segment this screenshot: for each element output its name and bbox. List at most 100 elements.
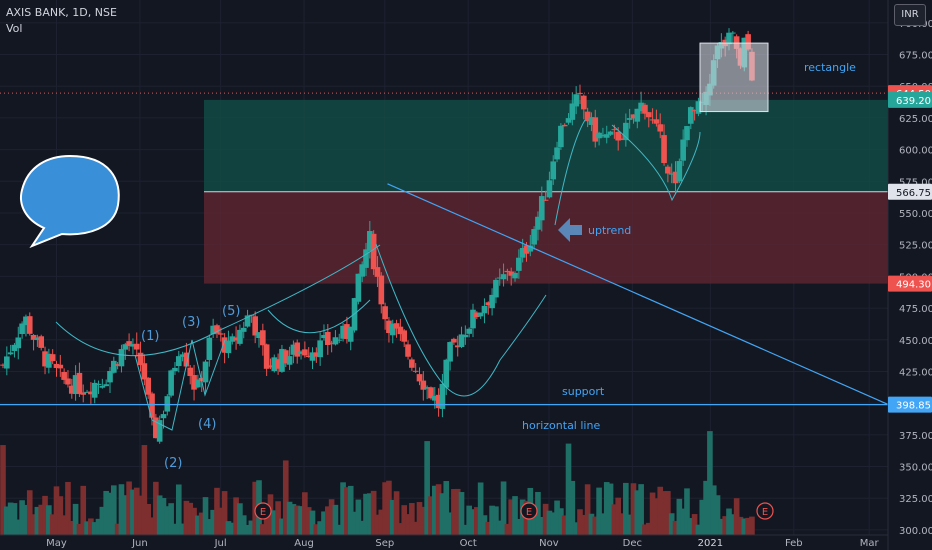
volume-bar	[718, 518, 725, 535]
volume-bar	[195, 515, 201, 535]
candle	[451, 338, 457, 343]
volume-bar	[661, 491, 667, 535]
volume-bar	[294, 505, 301, 535]
volume-bar	[382, 482, 388, 535]
volume-bar	[103, 490, 109, 535]
volume-bar	[588, 513, 595, 535]
candle	[91, 382, 98, 398]
candle	[550, 161, 557, 180]
volume-bar	[412, 521, 419, 535]
volume-bar	[470, 509, 476, 535]
candle	[615, 131, 622, 141]
price-tick: 675.00	[899, 51, 932, 62]
volume-bar	[611, 504, 618, 535]
candle	[416, 374, 423, 382]
candle	[57, 364, 64, 369]
volume-bar	[378, 509, 385, 535]
volume-bar	[191, 507, 197, 535]
volume-bar	[474, 507, 480, 535]
candle	[573, 94, 579, 107]
volume-bar	[237, 503, 243, 535]
volume-bar	[0, 445, 6, 535]
volume-bar	[741, 518, 748, 535]
volume-bar	[397, 523, 404, 535]
volume-bar	[309, 510, 316, 535]
volume-bar	[653, 498, 660, 535]
elliott-wave-path	[134, 339, 226, 431]
candle	[38, 336, 45, 348]
wave-curve	[375, 243, 547, 397]
price-tick: 350.00	[899, 463, 932, 474]
volume-bar	[424, 441, 430, 535]
price-tick: 475.00	[899, 304, 932, 315]
volume-bar	[91, 522, 98, 535]
volume-bar	[23, 504, 29, 535]
candle	[344, 324, 350, 339]
volume-bar	[282, 460, 289, 535]
candle	[370, 233, 377, 270]
volume-bar	[61, 515, 67, 535]
volume-bar	[645, 522, 652, 535]
candle	[577, 92, 583, 94]
candle	[156, 420, 163, 442]
candle	[439, 383, 446, 409]
volume-bar	[324, 506, 331, 535]
volume-bar	[38, 504, 45, 535]
candle	[141, 363, 148, 380]
candle	[378, 275, 385, 305]
candle	[61, 372, 67, 380]
volume-bar	[500, 481, 507, 535]
candle	[153, 417, 159, 439]
earnings-marker-icon	[756, 502, 774, 520]
candle	[470, 309, 476, 329]
candle	[279, 348, 285, 372]
price-label-badge	[888, 275, 932, 292]
candle	[26, 316, 33, 334]
candle	[267, 365, 274, 368]
volume-bar	[370, 490, 377, 535]
volume-bar	[179, 523, 186, 535]
price-label: 494.30	[896, 280, 931, 291]
volume-bar	[298, 506, 304, 535]
volume-bar	[580, 514, 587, 535]
candle	[600, 134, 606, 137]
volume-bar	[164, 506, 171, 535]
candle	[588, 117, 595, 125]
wave-curve	[611, 124, 701, 202]
candle	[305, 355, 312, 357]
candle	[462, 334, 469, 338]
volume-bar	[730, 514, 736, 535]
candle	[623, 122, 629, 141]
candle	[130, 344, 136, 347]
candle	[145, 377, 152, 395]
candle	[19, 323, 25, 335]
candle	[160, 414, 167, 419]
volume-bar	[210, 509, 216, 535]
volume-bar	[111, 485, 117, 535]
candle	[546, 180, 553, 198]
volume-bar	[619, 513, 625, 535]
candle	[221, 337, 228, 353]
candle	[485, 302, 492, 306]
volume-bar	[248, 520, 255, 535]
volume-bar	[137, 495, 144, 535]
volume-bar	[687, 518, 694, 535]
candle	[424, 387, 430, 389]
candle	[298, 351, 304, 354]
candle	[183, 352, 190, 367]
candle	[49, 354, 56, 362]
volume-bar	[466, 505, 472, 535]
volume-bar	[722, 516, 728, 535]
candle	[645, 112, 652, 118]
candle	[53, 363, 60, 369]
volume-bar	[435, 484, 442, 535]
time-tick: Jul	[214, 538, 227, 549]
candle	[68, 385, 75, 394]
candle	[88, 391, 94, 395]
candle	[474, 312, 480, 318]
candle	[168, 370, 174, 396]
volume-bar	[642, 524, 648, 535]
descending-trendline	[387, 183, 889, 405]
currency-button[interactable]: INR	[894, 4, 926, 26]
